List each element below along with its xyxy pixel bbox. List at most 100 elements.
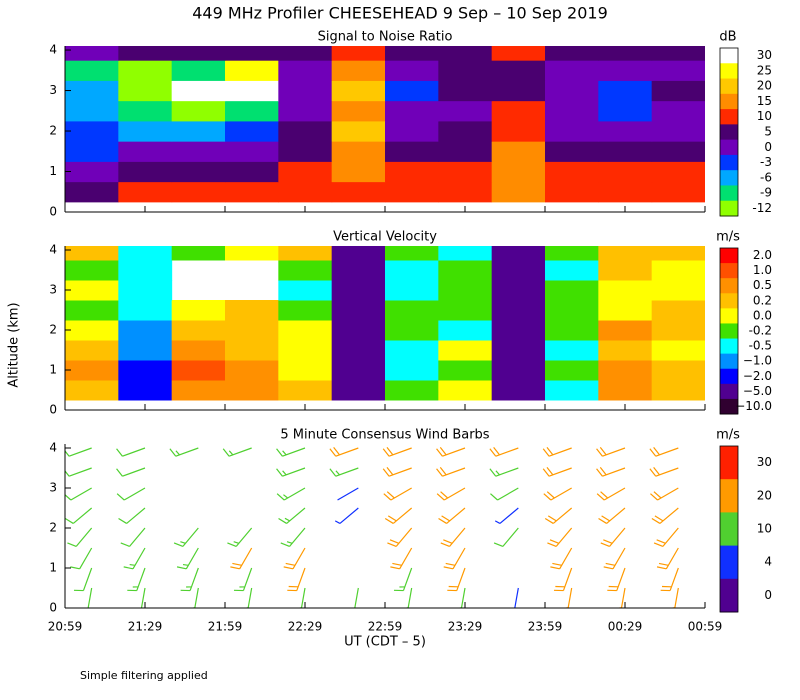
heatmap-cell [118,320,173,341]
wind-barb [283,547,306,570]
heatmap-cell [545,161,599,183]
wind-barb [169,447,199,457]
heatmap-cell [65,340,119,361]
heatmap-cell [278,100,333,122]
y-tick-label: 2 [49,521,57,535]
heatmap-cell [65,60,119,81]
wind-barb [276,447,306,457]
heatmap-cell [171,340,226,361]
heatmap-cell [438,340,493,361]
wind-barb [276,487,306,501]
colorbar-swatch [720,48,738,64]
heatmap-cell [65,260,119,281]
heatmap-cell [438,320,493,341]
heatmap-cell [491,300,546,321]
wind-barb [190,587,199,608]
heatmap-cell [65,141,119,162]
wind-barb [596,467,626,477]
heatmap-cell [385,181,439,203]
heatmap-cell [545,46,599,61]
colorbar-swatch [720,278,738,294]
heatmap-cell [65,380,119,401]
heatmap-cell [331,181,386,203]
wind-barb [649,447,679,457]
heatmap-cell [171,60,226,81]
heatmap-cell [651,280,705,301]
wind-barb [87,587,93,608]
heatmap-cell [438,60,493,81]
colorbar-label: 0 [764,588,772,602]
wind-barb [656,547,679,570]
y-tick-label: 0 [49,601,57,615]
y-axis-label: Altitude (km) [7,302,22,387]
heatmap-cell [225,161,279,183]
heatmap-cell [651,120,705,142]
colorbar-label: -12 [752,201,772,215]
colorbar-swatch [720,398,738,415]
heatmap-cell [545,120,599,142]
heatmap-cell [65,320,119,341]
wind-barb [116,487,146,501]
heatmap-cell [491,141,546,162]
heatmap-cell [385,246,439,261]
heatmap-cell [438,141,493,162]
wind-barb [393,567,413,592]
x-tick-label: 21:29 [128,620,163,634]
heatmap-cell [225,320,279,341]
footnote: Simple filtering applied [80,669,208,682]
heatmap-cell [545,280,599,301]
colorbar-label: 30 [757,455,772,469]
y-tick-label: 2 [49,323,57,337]
wind-barb [70,547,93,570]
wind-barb [607,567,626,592]
wind-barb [382,467,412,477]
heatmap-cell [331,280,386,301]
heatmap-cell [438,246,493,261]
heatmap-cell [598,60,653,81]
x-tick-label: 00:29 [608,620,643,634]
panel-title: 5 Minute Consensus Wind Barbs [280,428,489,443]
heatmap-cell [651,260,705,281]
heatmap-cell [331,80,386,102]
heatmap-cell [331,120,386,142]
wind-barb [278,507,306,524]
heatmap-cell [651,100,705,122]
heatmap-cell [598,300,653,321]
colorbar-label: 20 [757,488,772,502]
panel-title: Vertical Velocity [333,230,437,245]
wind-barb [73,567,93,592]
heatmap-cell [491,320,546,341]
heatmap-cell [118,141,173,162]
heatmap-cell [385,46,439,61]
heatmap-cell [171,380,226,401]
heatmap-cell [118,46,173,61]
heatmap-cell [438,80,493,102]
heatmap-cell [171,141,226,162]
wind-barb [65,507,93,524]
heatmap-cell [225,60,279,81]
wind-barb [653,527,679,547]
heatmap-cell [545,100,599,122]
wind-barb [668,587,679,608]
heatmap-cell [385,320,439,341]
wind-barb [457,587,466,608]
colorbar-label: 2.0 [753,248,772,262]
wind-barb [118,507,146,524]
wind-barb [222,447,252,457]
colorbar-label: −1.0 [743,354,772,368]
heatmap-cell [491,260,546,281]
wind-barb [440,527,466,547]
heatmap-cell [171,120,226,142]
heatmap-cell [225,46,279,61]
heatmap-cell [225,100,279,122]
colorbar-label: 5 [764,125,772,139]
heatmap-cell [278,80,333,102]
heatmap-cell [65,120,119,142]
heatmap-cell [385,60,439,81]
wind-barb [615,587,626,608]
colorbar-label: 10 [757,109,772,123]
wind-barb [443,547,466,570]
heatmap-cell [331,360,386,381]
wind-barb [403,587,413,608]
